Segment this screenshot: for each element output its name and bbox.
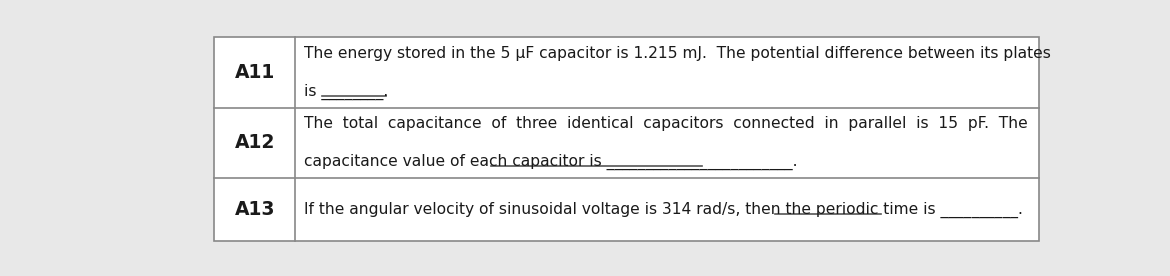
Text: The energy stored in the 5 μF capacitor is 1.215 mJ.  The potential difference b: The energy stored in the 5 μF capacitor … [304,46,1051,61]
Text: The  total  capacitance  of  three  identical  capacitors  connected  in  parall: The total capacitance of three identical… [304,116,1028,131]
Text: A12: A12 [234,134,275,152]
Text: is ________.: is ________. [304,83,388,100]
Text: A13: A13 [234,200,275,219]
Text: A11: A11 [234,63,275,82]
Text: If the angular velocity of sinusoidal voltage is 314 rad/s, then the periodic ti: If the angular velocity of sinusoidal vo… [304,202,1023,218]
Text: capacitance value of each capacitor is ________________________.: capacitance value of each capacitor is _… [304,154,798,170]
